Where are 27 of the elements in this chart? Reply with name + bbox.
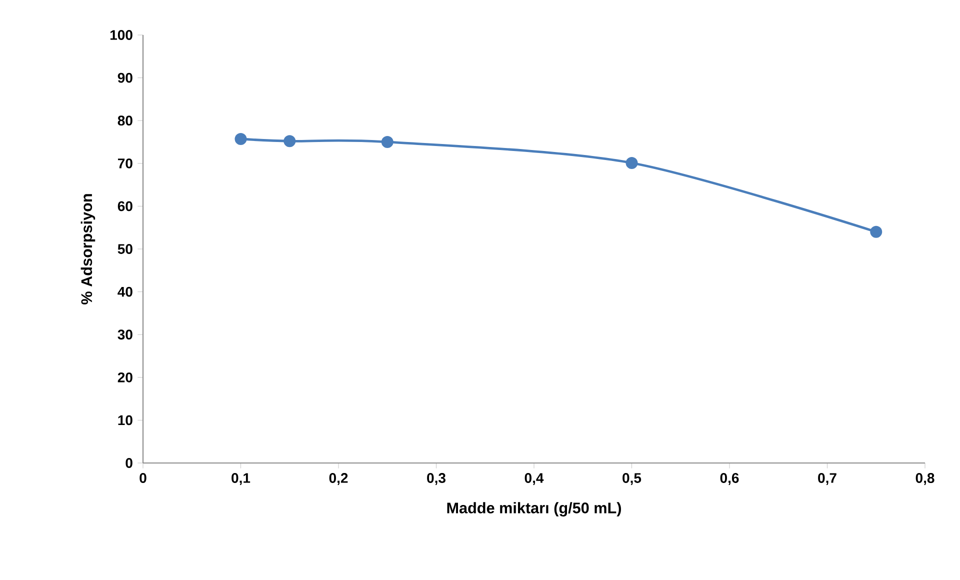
y-tick-label: 100 [110,30,132,40]
x-tick-label: 0 [140,473,146,483]
y-tick-label: 30 [118,330,132,340]
point [626,156,638,169]
point [284,135,296,148]
y-tick-label: 80 [118,116,132,126]
y-tick-label: 50 [118,244,132,254]
point [234,132,247,145]
x-axis-title: Madde miktarı (g/50 mL) [447,502,621,516]
x-tick-label: 0,4 [524,473,544,485]
x-tick-label: 0,3 [427,473,446,485]
point [381,136,394,148]
x-tick-label: 0,7 [818,473,836,485]
x-tick-label: 0,1 [232,473,250,485]
y-tick-label: 10 [118,415,132,426]
x-tick-label: 0,6 [720,473,739,485]
x-tick-label: 0,2 [329,473,348,485]
y-tick-label: 0 [126,458,132,468]
x-tick-label: 0,8 [916,473,934,485]
y-tick-label: 90 [118,72,132,83]
y-tick-label: 70 [118,158,132,168]
y-tick-label: 20 [118,372,132,382]
point [870,226,882,238]
x-tick-label: 0,5 [622,473,642,485]
y-axis-title: % Adsorpsiyon [80,194,96,304]
y-tick-label: 60 [118,201,132,212]
y-tick-label: 40 [118,286,132,297]
